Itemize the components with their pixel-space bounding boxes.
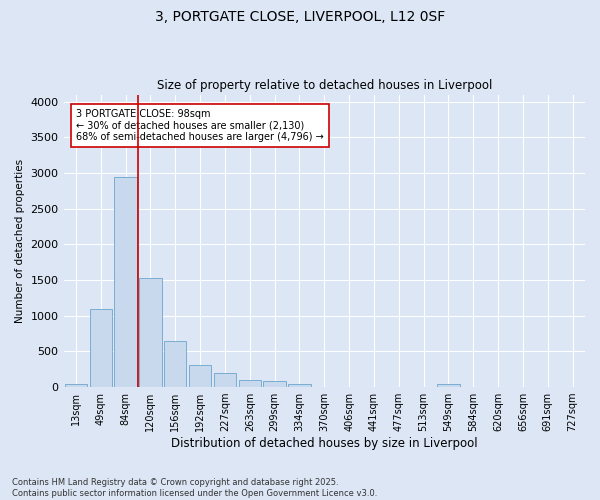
Title: Size of property relative to detached houses in Liverpool: Size of property relative to detached ho… <box>157 79 492 92</box>
Bar <box>214 373 236 387</box>
Bar <box>164 340 187 387</box>
Bar <box>189 364 211 387</box>
Text: 3, PORTGATE CLOSE, LIVERPOOL, L12 0SF: 3, PORTGATE CLOSE, LIVERPOOL, L12 0SF <box>155 10 445 24</box>
Text: Contains HM Land Registry data © Crown copyright and database right 2025.
Contai: Contains HM Land Registry data © Crown c… <box>12 478 377 498</box>
Bar <box>263 380 286 387</box>
Y-axis label: Number of detached properties: Number of detached properties <box>15 159 25 323</box>
X-axis label: Distribution of detached houses by size in Liverpool: Distribution of detached houses by size … <box>171 437 478 450</box>
Bar <box>89 308 112 387</box>
Bar <box>239 380 261 387</box>
Bar <box>139 278 161 387</box>
Bar <box>288 384 311 387</box>
Bar <box>115 176 137 387</box>
Bar <box>65 384 87 387</box>
Text: 3 PORTGATE CLOSE: 98sqm
← 30% of detached houses are smaller (2,130)
68% of semi: 3 PORTGATE CLOSE: 98sqm ← 30% of detache… <box>76 109 324 142</box>
Bar <box>437 384 460 387</box>
